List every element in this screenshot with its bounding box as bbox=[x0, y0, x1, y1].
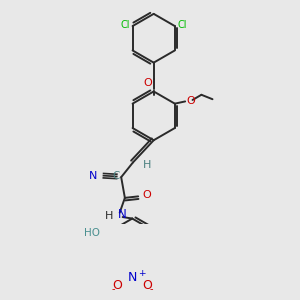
Text: H: H bbox=[105, 211, 113, 220]
Text: C: C bbox=[112, 171, 120, 181]
Text: +: + bbox=[138, 269, 146, 278]
Text: O: O bbox=[187, 96, 195, 106]
Text: HO: HO bbox=[84, 228, 100, 238]
Text: -: - bbox=[150, 284, 153, 295]
Text: -: - bbox=[111, 284, 115, 295]
Text: N: N bbox=[118, 208, 127, 221]
Text: O: O bbox=[142, 190, 152, 200]
Text: O: O bbox=[112, 279, 122, 292]
Text: O: O bbox=[143, 78, 152, 88]
Text: O: O bbox=[142, 279, 152, 292]
Text: H: H bbox=[143, 160, 152, 170]
Text: N: N bbox=[89, 171, 98, 181]
Text: Cl: Cl bbox=[178, 20, 187, 30]
Text: N: N bbox=[128, 271, 137, 284]
Text: Cl: Cl bbox=[120, 20, 130, 30]
